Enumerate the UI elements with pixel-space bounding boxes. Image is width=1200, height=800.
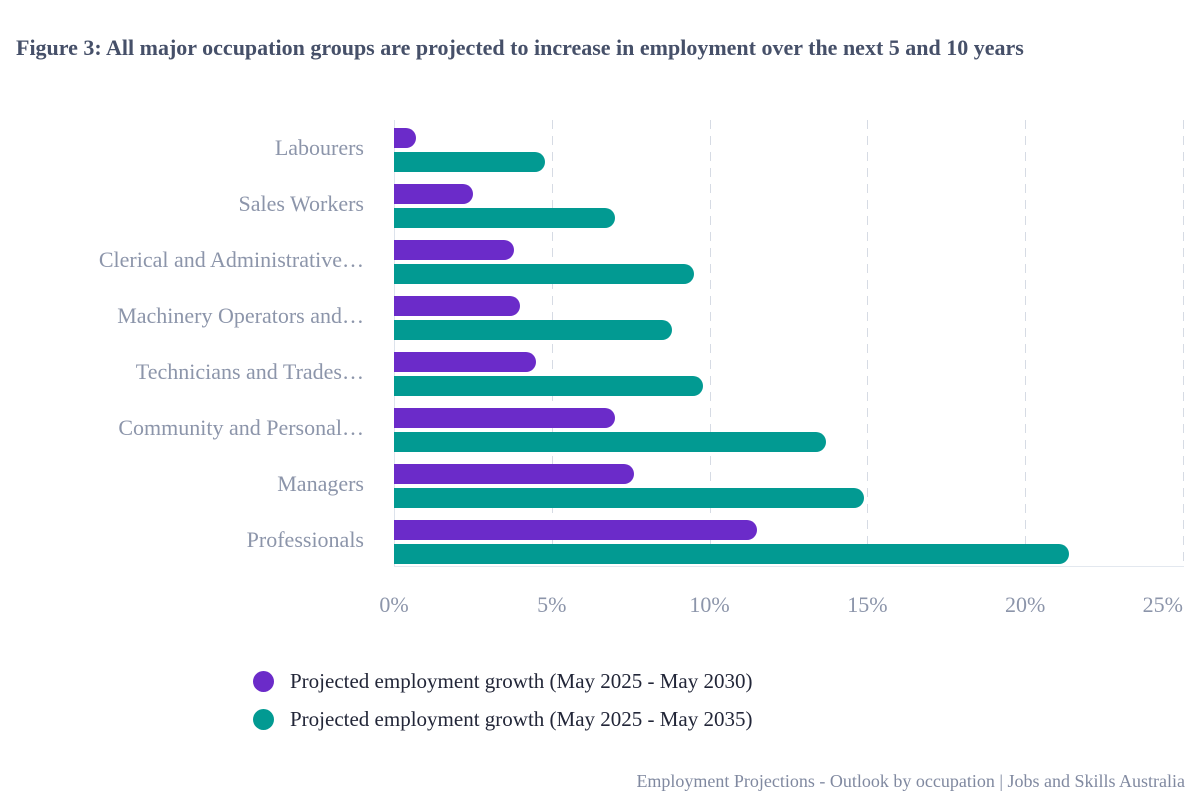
x-axis-line bbox=[394, 566, 1184, 567]
bar-2030[interactable] bbox=[394, 128, 417, 148]
bar-2030[interactable] bbox=[394, 464, 634, 484]
y-axis-label: Professionals bbox=[246, 527, 364, 552]
chart-row bbox=[394, 344, 1183, 400]
bar-2035[interactable] bbox=[394, 432, 827, 452]
bar-2030[interactable] bbox=[394, 520, 757, 540]
footer-source: Employment Projections - Outlook by occu… bbox=[636, 771, 1185, 791]
bar-2035[interactable] bbox=[394, 376, 704, 396]
x-axis-tick-label: 10% bbox=[689, 592, 730, 617]
bar-2035[interactable] bbox=[394, 152, 546, 172]
legend: Projected employment growth (May 2025 - … bbox=[253, 669, 753, 745]
x-axis-tick-label: 5% bbox=[537, 592, 567, 617]
legend-swatch-2030-icon bbox=[253, 670, 274, 692]
bar-2030[interactable] bbox=[394, 352, 537, 372]
x-axis-tick-label: 20% bbox=[1005, 592, 1046, 617]
y-axis-labels: Labourers Sales Workers Clerical and Admin… bbox=[0, 120, 364, 568]
legend-swatch-2035-icon bbox=[253, 708, 274, 730]
bar-2035[interactable] bbox=[394, 320, 672, 340]
chart-row bbox=[394, 120, 1183, 176]
bar-2030[interactable] bbox=[394, 296, 521, 316]
bar-2035[interactable] bbox=[394, 208, 615, 228]
bar-2035[interactable] bbox=[394, 488, 865, 508]
y-axis-label: Managers bbox=[277, 471, 364, 496]
bar-2030[interactable] bbox=[394, 184, 473, 204]
bar-2035[interactable] bbox=[394, 544, 1070, 564]
gridline-25 bbox=[1183, 120, 1184, 566]
y-axis-label: Labourers bbox=[274, 135, 364, 160]
gridline-20 bbox=[1025, 120, 1027, 566]
y-axis-label: Machinery Operators and… bbox=[117, 303, 364, 328]
gridline-5 bbox=[551, 120, 553, 566]
bar-2030[interactable] bbox=[394, 408, 615, 428]
y-axis-label: Community and Personal… bbox=[118, 415, 364, 440]
y-axis-label: Clerical and Administrative… bbox=[98, 247, 364, 272]
y-axis-label: Sales Workers bbox=[238, 191, 364, 216]
legend-label-2035: Projected employment growth (May 2025 - … bbox=[290, 706, 753, 731]
x-axis-tick-label: 0% bbox=[379, 592, 409, 617]
chart-title: Figure 3: All major occupation groups ar… bbox=[16, 35, 1024, 60]
x-axis-tick-label: 15% bbox=[847, 592, 888, 617]
y-axis-label: Technicians and Trades… bbox=[135, 359, 364, 384]
plot-area bbox=[394, 120, 1184, 568]
chart-row bbox=[394, 456, 1183, 512]
legend-item-2035[interactable]: Projected employment growth (May 2025 - … bbox=[253, 707, 753, 731]
bar-2030[interactable] bbox=[394, 240, 514, 260]
chart-row bbox=[394, 512, 1183, 568]
gridline-15 bbox=[867, 120, 869, 566]
legend-item-2030[interactable]: Projected employment growth (May 2025 - … bbox=[253, 669, 753, 693]
y-axis-line bbox=[394, 120, 395, 566]
chart-row bbox=[394, 400, 1183, 456]
x-axis-tick-label: 25% bbox=[1142, 592, 1183, 617]
gridline-10 bbox=[709, 120, 711, 566]
chart-row bbox=[394, 176, 1183, 232]
chart-row bbox=[394, 232, 1183, 288]
x-axis-tick-labels: 0% 5% 10% 15% 20% 25% bbox=[0, 592, 1200, 622]
legend-label-2030: Projected employment growth (May 2025 - … bbox=[290, 668, 753, 693]
bar-2035[interactable] bbox=[394, 264, 694, 284]
chart-row bbox=[394, 288, 1183, 344]
